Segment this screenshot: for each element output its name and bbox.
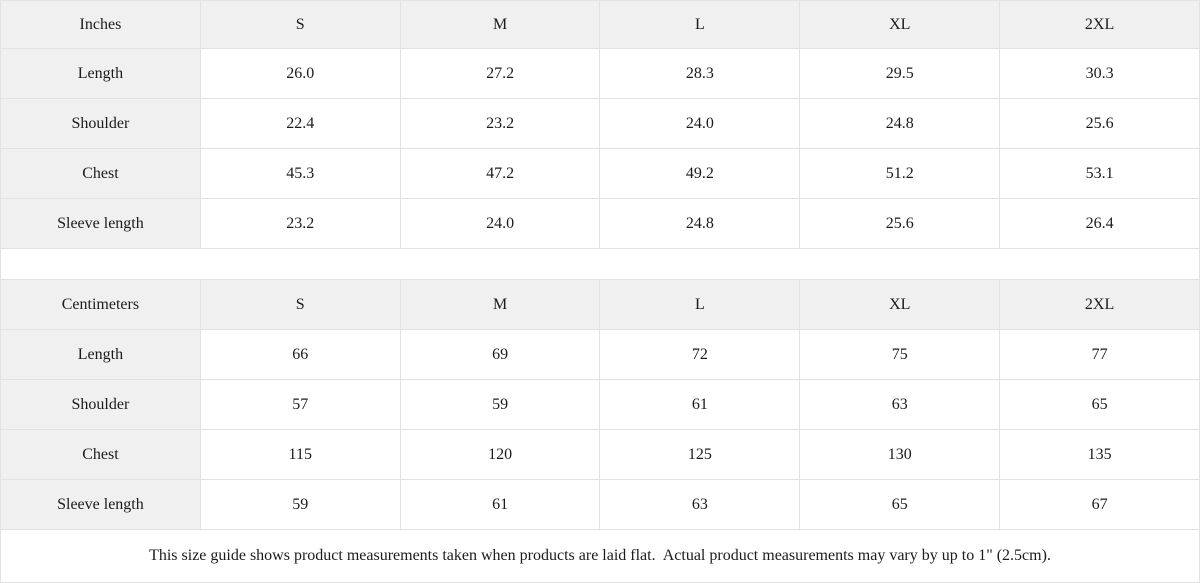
centimeters-table: Centimeters S M L XL 2XL Length 66 69 72…: [0, 279, 1200, 530]
table-row-length-cm: Length 66 69 72 75 77: [0, 329, 1200, 380]
row-label-sleeve-length: Sleeve length: [0, 198, 201, 249]
value-cell: 120: [399, 429, 601, 480]
value-cell: 45.3: [199, 148, 401, 199]
value-cell: 61: [399, 479, 601, 530]
value-cell: 69: [399, 329, 601, 380]
table-row-shoulder-inches: Shoulder 22.4 23.2 24.0 24.8 25.6: [0, 98, 1200, 149]
value-cell: 26.4: [999, 198, 1200, 249]
table-row-shoulder-cm: Shoulder 57 59 61 63 65: [0, 379, 1200, 430]
value-cell: 135: [999, 429, 1200, 480]
row-label-shoulder: Shoulder: [0, 98, 201, 149]
table-row-length-inches: Length 26.0 27.2 28.3 29.5 30.3: [0, 48, 1200, 99]
size-header-xl: XL: [799, 0, 1001, 49]
value-cell: 23.2: [399, 98, 601, 149]
table-row-chest-cm: Chest 115 120 125 130 135: [0, 429, 1200, 480]
value-cell: 130: [799, 429, 1001, 480]
size-header-m: M: [399, 0, 601, 49]
value-cell: 26.0: [199, 48, 401, 99]
value-cell: 27.2: [399, 48, 601, 99]
value-cell: 125: [599, 429, 801, 480]
size-header-xl: XL: [799, 279, 1001, 330]
size-header-s: S: [199, 0, 401, 49]
row-label-sleeve-length: Sleeve length: [0, 479, 201, 530]
value-cell: 47.2: [399, 148, 601, 199]
value-cell: 28.3: [599, 48, 801, 99]
row-label-shoulder: Shoulder: [0, 379, 201, 430]
value-cell: 72: [599, 329, 801, 380]
value-cell: 61: [599, 379, 801, 430]
size-header-s: S: [199, 279, 401, 330]
unit-header-centimeters: Centimeters: [0, 279, 201, 330]
value-cell: 23.2: [199, 198, 401, 249]
value-cell: 49.2: [599, 148, 801, 199]
row-label-chest: Chest: [0, 148, 201, 199]
value-cell: 59: [399, 379, 601, 430]
value-cell: 24.0: [399, 198, 601, 249]
table-row-chest-inches: Chest 45.3 47.2 49.2 51.2 53.1: [0, 148, 1200, 199]
value-cell: 30.3: [999, 48, 1200, 99]
unit-header-inches: Inches: [0, 0, 201, 49]
value-cell: 57: [199, 379, 401, 430]
size-header-2xl: 2XL: [999, 0, 1200, 49]
value-cell: 29.5: [799, 48, 1001, 99]
inches-header-row: Inches S M L XL 2XL: [0, 0, 1200, 49]
table-spacer: [0, 249, 1200, 279]
value-cell: 25.6: [999, 98, 1200, 149]
value-cell: 24.0: [599, 98, 801, 149]
value-cell: 65: [999, 379, 1200, 430]
row-label-length: Length: [0, 48, 201, 99]
row-label-chest: Chest: [0, 429, 201, 480]
value-cell: 77: [999, 329, 1200, 380]
value-cell: 53.1: [999, 148, 1200, 199]
row-label-length: Length: [0, 329, 201, 380]
value-cell: 115: [199, 429, 401, 480]
value-cell: 63: [799, 379, 1001, 430]
value-cell: 66: [199, 329, 401, 380]
value-cell: 75: [799, 329, 1001, 380]
value-cell: 65: [799, 479, 1001, 530]
value-cell: 63: [599, 479, 801, 530]
size-header-2xl: 2XL: [999, 279, 1200, 330]
inches-table: Inches S M L XL 2XL Length 26.0 27.2 28.…: [0, 0, 1200, 249]
value-cell: 51.2: [799, 148, 1001, 199]
value-cell: 24.8: [599, 198, 801, 249]
table-row-sleeve-inches: Sleeve length 23.2 24.0 24.8 25.6 26.4: [0, 198, 1200, 249]
value-cell: 22.4: [199, 98, 401, 149]
size-header-m: M: [399, 279, 601, 330]
value-cell: 59: [199, 479, 401, 530]
size-header-l: L: [599, 0, 801, 49]
value-cell: 25.6: [799, 198, 1001, 249]
size-header-l: L: [599, 279, 801, 330]
value-cell: 24.8: [799, 98, 1001, 149]
table-row-sleeve-cm: Sleeve length 59 61 63 65 67: [0, 479, 1200, 530]
size-guide-note: This size guide shows product measuremen…: [0, 530, 1200, 583]
value-cell: 67: [999, 479, 1200, 530]
cm-header-row: Centimeters S M L XL 2XL: [0, 279, 1200, 330]
